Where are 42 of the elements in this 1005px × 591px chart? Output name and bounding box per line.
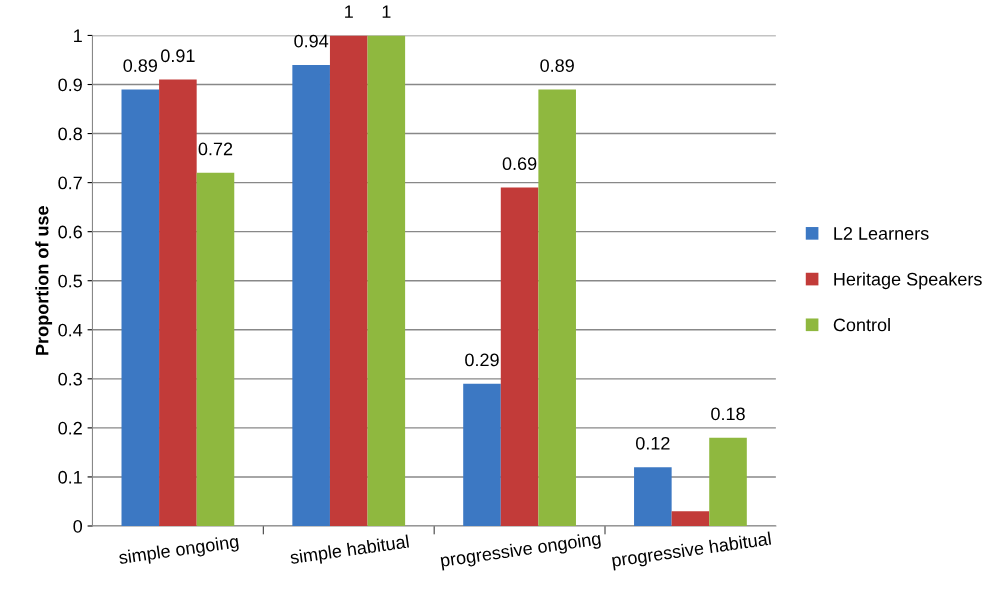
- x-tick-label: progressive habitual: [611, 531, 772, 571]
- bar: [292, 64, 330, 526]
- y-tick-label: 0.9: [58, 78, 82, 92]
- y-tick-label: 0.8: [58, 127, 82, 141]
- data-label: 0.72: [198, 142, 233, 156]
- data-label: 0.29: [465, 353, 499, 367]
- data-label: 0.12: [635, 436, 670, 450]
- bar: [538, 89, 576, 526]
- y-axis-title: Proportion of use: [35, 206, 53, 355]
- data-label: 0.91: [161, 49, 195, 63]
- data-label: 0.89: [123, 59, 158, 72]
- y-tick-label: 0.5: [58, 274, 82, 288]
- bar: [159, 79, 197, 526]
- y-tick-label: 0.3: [58, 372, 82, 386]
- legend-label: Control: [833, 318, 890, 332]
- bar: [121, 89, 160, 526]
- bar: [634, 467, 672, 526]
- x-tick-label: progressive ongoing: [440, 531, 602, 571]
- y-tick-label: 0.6: [58, 225, 82, 239]
- x-tick-label: simple habitual: [289, 534, 410, 568]
- bar: [463, 383, 501, 526]
- data-label: 0.94: [294, 34, 329, 48]
- data-label: 1: [345, 5, 353, 18]
- y-tick-label: 0.4: [58, 323, 83, 337]
- bar: [329, 35, 368, 526]
- legend-label: L2 Learners: [834, 227, 929, 240]
- bar: [709, 437, 747, 526]
- x-tick-label: simple ongoing: [118, 534, 240, 568]
- y-tick-label: 0.2: [58, 421, 82, 435]
- y-tick-label: 0: [73, 519, 83, 533]
- y-tick-label: 0.7: [58, 176, 82, 190]
- data-label: 0.18: [711, 407, 745, 421]
- bar: [196, 172, 235, 526]
- bar: [500, 187, 539, 526]
- y-tick-label: 1: [74, 29, 82, 42]
- bar: [367, 35, 406, 526]
- y-tick-label: 0.1: [58, 470, 82, 484]
- bar: [671, 511, 710, 526]
- data-label: 1: [382, 5, 391, 18]
- legend-label: Heritage Speakers: [834, 272, 982, 290]
- data-label: 0.89: [540, 59, 574, 72]
- data-label: 0.69: [502, 157, 537, 171]
